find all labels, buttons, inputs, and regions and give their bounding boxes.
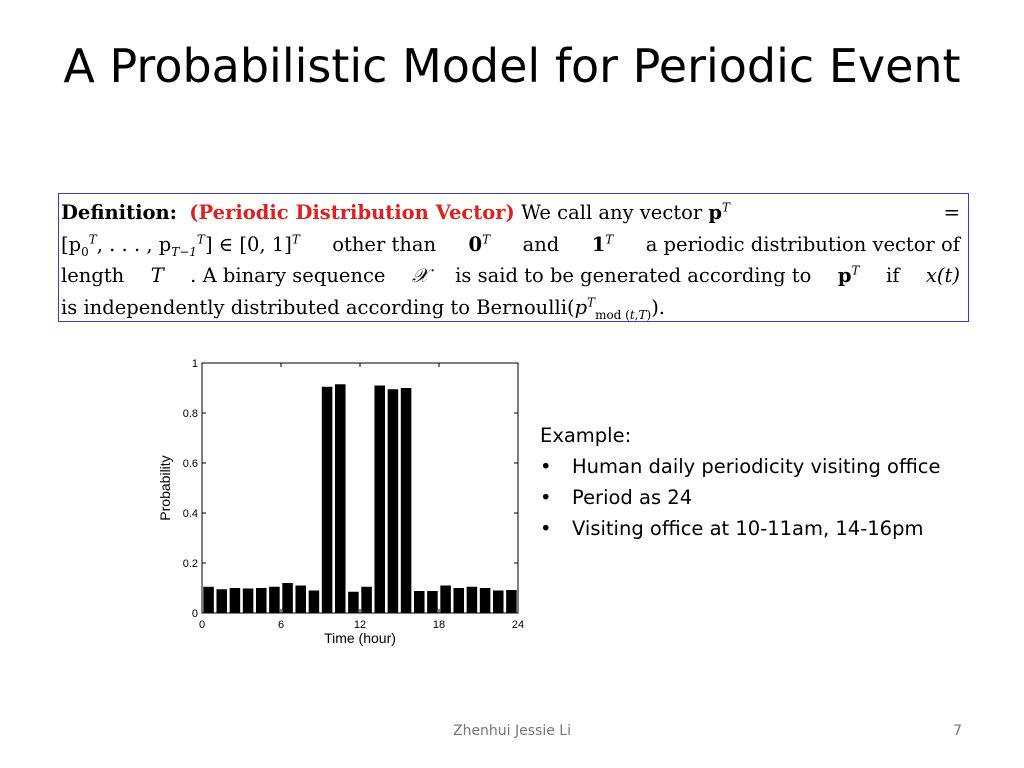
bar [400,388,412,613]
bar [269,586,280,613]
bar [413,591,425,613]
list-item-text: Human daily periodicity visiting office [572,455,941,478]
example-list: • Human daily periodicity visiting office… [540,451,990,544]
definition-text-3: and [522,232,560,256]
list-item: • Period as 24 [540,482,990,513]
x-tick-label: 12 [354,619,366,631]
definition-text-1: We call any vector [520,201,703,224]
definition-equals: = [943,201,960,224]
definition-text-2: other than [332,232,437,256]
definition-label: Definition: [61,201,177,224]
bar [308,590,320,613]
bar [387,389,399,613]
bar [492,590,504,613]
x-tick-label: 6 [278,619,284,631]
definition-text-8: if [885,264,900,287]
definition-box: Definition: (Periodic Distribution Vecto… [58,193,969,322]
plot-frame [201,362,519,614]
bar [255,588,267,613]
list-item: • Human daily periodicity visiting office [540,451,990,482]
math-ellipsis: , . . . , p [96,232,172,256]
x-tick-label: 24 [512,619,524,631]
list-item-text: Period as 24 [572,486,693,509]
bullet-icon: • [540,486,552,509]
bar [453,588,465,613]
definition-line-1: Definition: (Periodic Distribution Vecto… [61,197,960,229]
definition-text-6: . A binary sequence [190,264,386,287]
y-tick-label: 0 [192,608,198,620]
y-tick-label: 1 [192,358,198,370]
definition-text-9: is independently distributed according t… [61,295,575,319]
y-tick-label: 0.8 [183,408,198,420]
slide-title: A Probabilistic Model for Periodic Event [63,39,961,93]
bar [216,589,228,613]
bar [348,591,359,613]
definition-text-5: length [61,264,125,287]
example-panel: Example: • Human daily periodicity visiti… [540,420,990,544]
definition-text-7: is said to be generated according to [455,264,812,287]
x-tick-label: 18 [433,619,445,631]
definition-text-4: a periodic distribution vector of [645,232,960,256]
definition-line-3: length T . A binary sequence 𝒳 is said t… [61,260,960,292]
definition-name: (Periodic Distribution Vector) [189,201,515,224]
y-tick-label: 0.2 [183,558,198,570]
chart-svg: 0 0.2 0.4 0.6 0.8 1 0 6 12 18 24 Time (hour) Prob… [157,358,524,646]
y-axis-label: Probability [157,455,173,520]
bar [282,583,293,613]
bar [203,586,214,613]
bar [295,585,307,613]
x-tick-label: 0 [199,619,205,631]
bar [479,588,491,613]
page-number: 7 [953,723,962,739]
definition-line-2: [p0T, . . . , pT−1T] ∈ [0, 1]T other tha… [61,229,960,261]
bar [242,588,254,613]
math-open: [p [61,232,82,256]
list-item: • Visiting office at 10-11am, 14-16pm [540,513,990,544]
bar [321,386,333,613]
bar [374,385,386,613]
bar [229,588,241,613]
bar [334,384,346,613]
bullet-icon: • [540,455,552,478]
definition-line-4: is independently distributed according t… [61,295,666,322]
example-heading: Example: [540,424,632,447]
bar [466,586,478,613]
list-item-text: Visiting office at 10-11am, 14-16pm [572,517,924,540]
y-tick-label: 0.4 [183,508,198,520]
y-tick-label: 0.6 [183,458,198,470]
bar [361,586,372,613]
bar [506,590,517,613]
bullet-icon: • [540,517,552,540]
probability-bar-chart: 0 0.2 0.4 0.6 0.8 1 0 6 12 18 24 Time (hour) Prob… [150,355,530,659]
bar [427,591,438,613]
x-axis-label: Time (hour) [324,630,396,646]
definition-text-10: ). [651,295,666,319]
math-interval: ] ∈ [0, 1] [204,232,292,256]
bar [440,585,451,613]
footer-author: Zhenhui Jessie Li [452,723,571,739]
